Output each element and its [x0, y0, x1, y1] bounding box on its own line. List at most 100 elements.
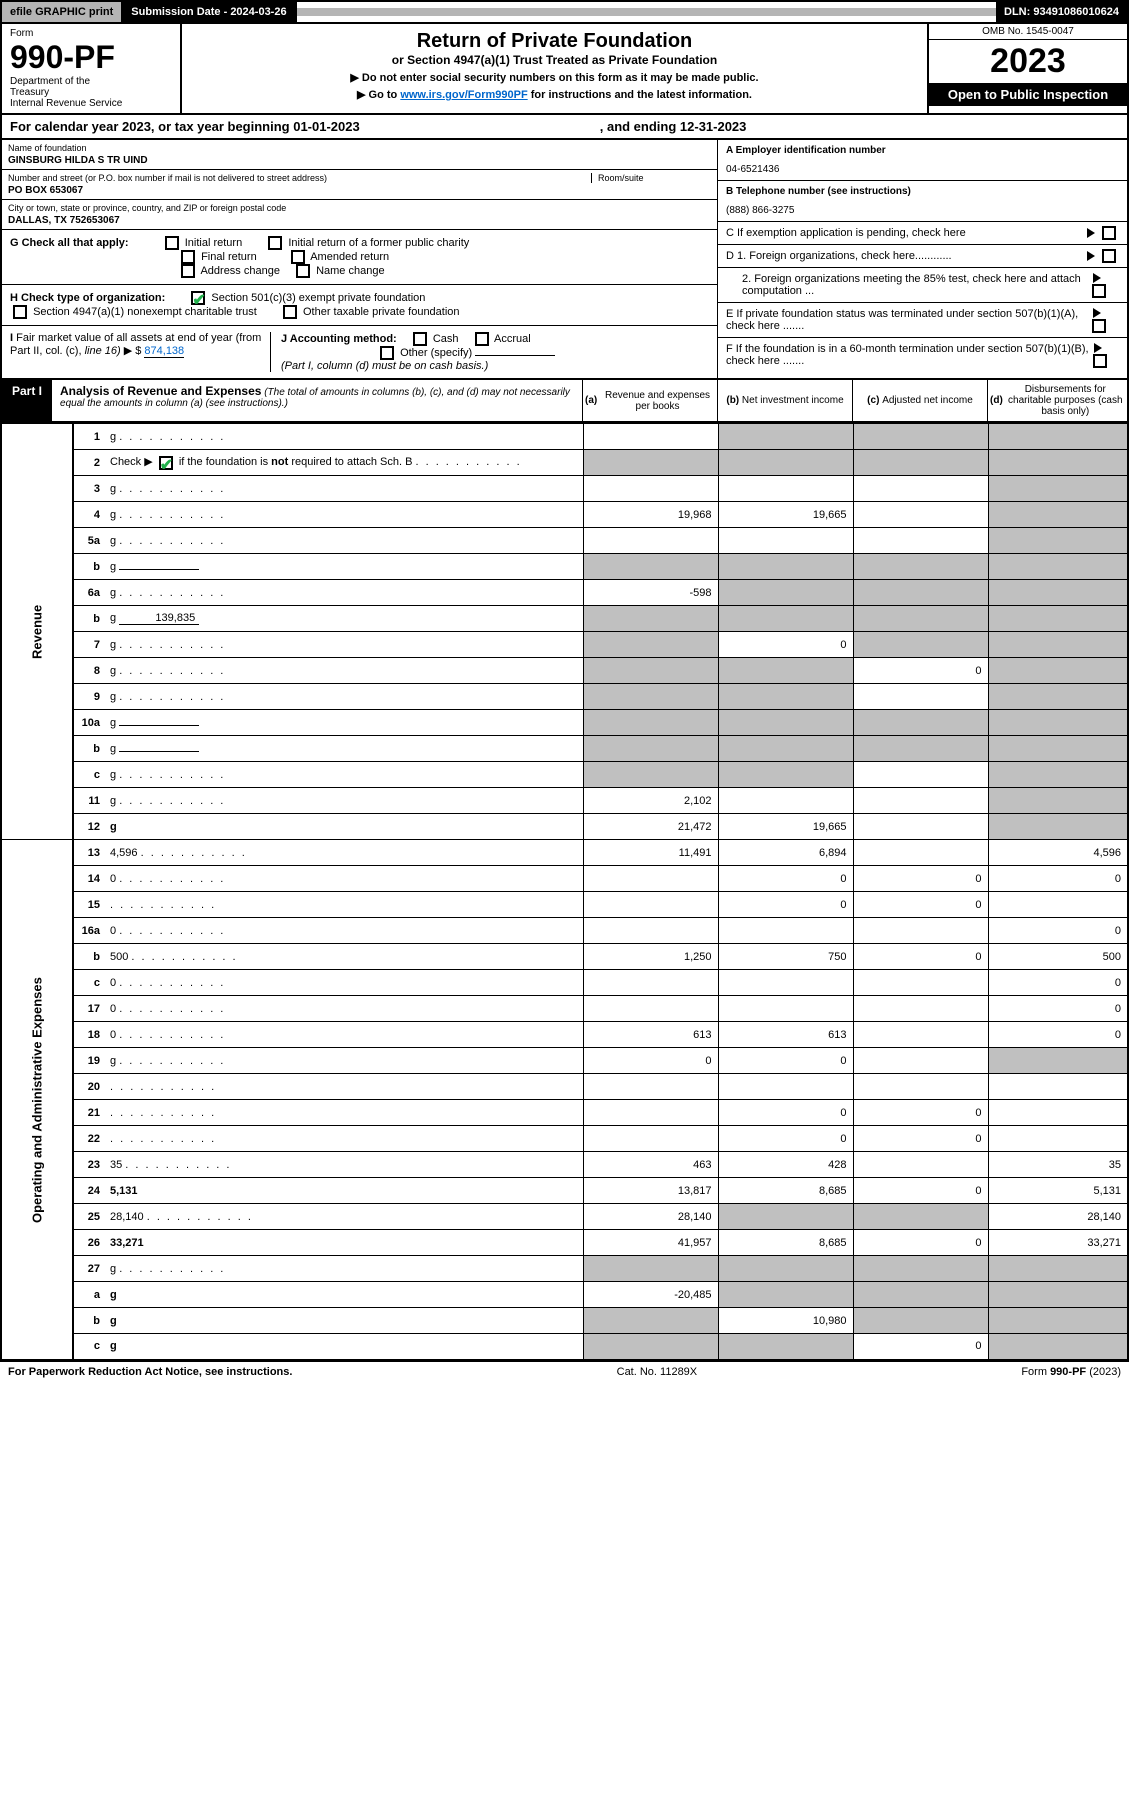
row-description: 0 [105, 918, 583, 944]
checkbox-other-method[interactable] [380, 346, 394, 360]
checkbox-e[interactable] [1092, 319, 1106, 333]
c-label: C If exemption application is pending, c… [726, 227, 966, 239]
form-link[interactable]: www.irs.gov/Form990PF [400, 89, 527, 101]
row-description: g [105, 554, 583, 580]
table-cell [988, 424, 1128, 450]
table-cell: 19,968 [583, 502, 718, 528]
inspection-label: Open to Public Inspection [929, 83, 1127, 106]
row-description: 4,596 [105, 840, 583, 866]
table-cell: 0 [718, 892, 853, 918]
submission-date: Submission Date - 2024-03-26 [123, 2, 296, 22]
form-subtitle: or Section 4947(a)(1) Trust Treated as P… [192, 53, 917, 67]
checkbox-4947[interactable] [13, 305, 27, 319]
row-description: 35 [105, 1152, 583, 1178]
table-cell [718, 424, 853, 450]
table-cell: 19,665 [718, 502, 853, 528]
checkbox-501c3[interactable] [191, 291, 205, 305]
col-d-header: (d) Disbursements for charitable purpose… [987, 380, 1127, 421]
table-cell [988, 450, 1128, 476]
table-cell [718, 788, 853, 814]
row-number: 7 [73, 632, 105, 658]
checkbox-c[interactable] [1102, 226, 1116, 240]
table-cell: 1,250 [583, 944, 718, 970]
table-cell: 0 [853, 892, 988, 918]
cal-year-end: , and ending 12-31-2023 [600, 119, 747, 134]
table-cell: 0 [718, 866, 853, 892]
table-cell: 6,894 [718, 840, 853, 866]
table-cell: 428 [718, 1152, 853, 1178]
instruction-1: ▶ Do not enter social security numbers o… [192, 71, 917, 84]
checkbox-d2[interactable] [1092, 284, 1106, 298]
table-cell: 0 [853, 1178, 988, 1204]
table-cell: 35 [988, 1152, 1128, 1178]
checkbox-d1[interactable] [1102, 249, 1116, 263]
table-cell [988, 1282, 1128, 1308]
checkbox-initial-return[interactable] [165, 236, 179, 250]
table-cell: -598 [583, 580, 718, 606]
side-label: Operating and Administrative Expenses [1, 840, 73, 1360]
checkbox-other-taxable[interactable] [283, 305, 297, 319]
table-cell: 0 [853, 1334, 988, 1360]
table-cell: 5,131 [988, 1178, 1128, 1204]
form-label: Form [10, 28, 172, 39]
table-cell [718, 996, 853, 1022]
table-cell [583, 866, 718, 892]
row-description: Check ▶ if the foundation is not require… [105, 450, 583, 476]
tax-year: 2023 [929, 40, 1127, 83]
row-description: g [105, 424, 583, 450]
row-number: 15 [73, 892, 105, 918]
table-cell [988, 1100, 1128, 1126]
checkbox-initial-public[interactable] [268, 236, 282, 250]
row-number: b [73, 944, 105, 970]
row-number: c [73, 970, 105, 996]
table-cell [718, 528, 853, 554]
fmv-value[interactable]: 874,138 [144, 345, 184, 358]
section-g: G Check all that apply: Initial return I… [2, 230, 717, 285]
checkbox-accrual[interactable] [475, 332, 489, 346]
name-label: Name of foundation [8, 143, 711, 153]
checkbox-amended[interactable] [291, 250, 305, 264]
checkbox-f[interactable] [1093, 354, 1107, 368]
table-cell: 613 [718, 1022, 853, 1048]
footer-mid: Cat. No. 11289X [617, 1366, 698, 1378]
checkbox-name-change[interactable] [296, 264, 310, 278]
table-cell [718, 970, 853, 996]
row-number: 23 [73, 1152, 105, 1178]
table-cell: 8,685 [718, 1230, 853, 1256]
row-description: g [105, 580, 583, 606]
table-cell [988, 1126, 1128, 1152]
arrow-icon [1093, 273, 1101, 283]
ein-value: 04-6521436 [726, 164, 1119, 175]
row-number: c [73, 1334, 105, 1360]
row-description [105, 892, 583, 918]
row-number: 3 [73, 476, 105, 502]
table-cell [583, 658, 718, 684]
instruction-2: ▶ Go to www.irs.gov/Form990PF for instru… [192, 88, 917, 101]
checkbox-cash[interactable] [413, 332, 427, 346]
table-cell [988, 1048, 1128, 1074]
table-cell [853, 632, 988, 658]
row-description: 5,131 [105, 1178, 583, 1204]
row-description [105, 1126, 583, 1152]
table-cell [583, 1334, 718, 1360]
row-number: 16a [73, 918, 105, 944]
table-cell [988, 710, 1128, 736]
table-cell [718, 684, 853, 710]
table-cell [988, 554, 1128, 580]
row-number: 17 [73, 996, 105, 1022]
checkbox-address-change[interactable] [181, 264, 195, 278]
form-header: Form 990-PF Department of theTreasuryInt… [0, 24, 1129, 115]
col-b-header: (b) Net investment income [717, 380, 852, 421]
row-number: 4 [73, 502, 105, 528]
table-cell [583, 476, 718, 502]
row-description: g [105, 658, 583, 684]
form-title: Return of Private Foundation [192, 30, 917, 53]
d2-label: 2. Foreign organizations meeting the 85%… [742, 273, 1089, 297]
row-number: 25 [73, 1204, 105, 1230]
dln-label: DLN: 93491086010624 [996, 2, 1127, 22]
table-cell: 8,685 [718, 1178, 853, 1204]
table-cell [988, 658, 1128, 684]
row-description: 28,140 [105, 1204, 583, 1230]
checkbox-final-return[interactable] [181, 250, 195, 264]
row-number: 10a [73, 710, 105, 736]
